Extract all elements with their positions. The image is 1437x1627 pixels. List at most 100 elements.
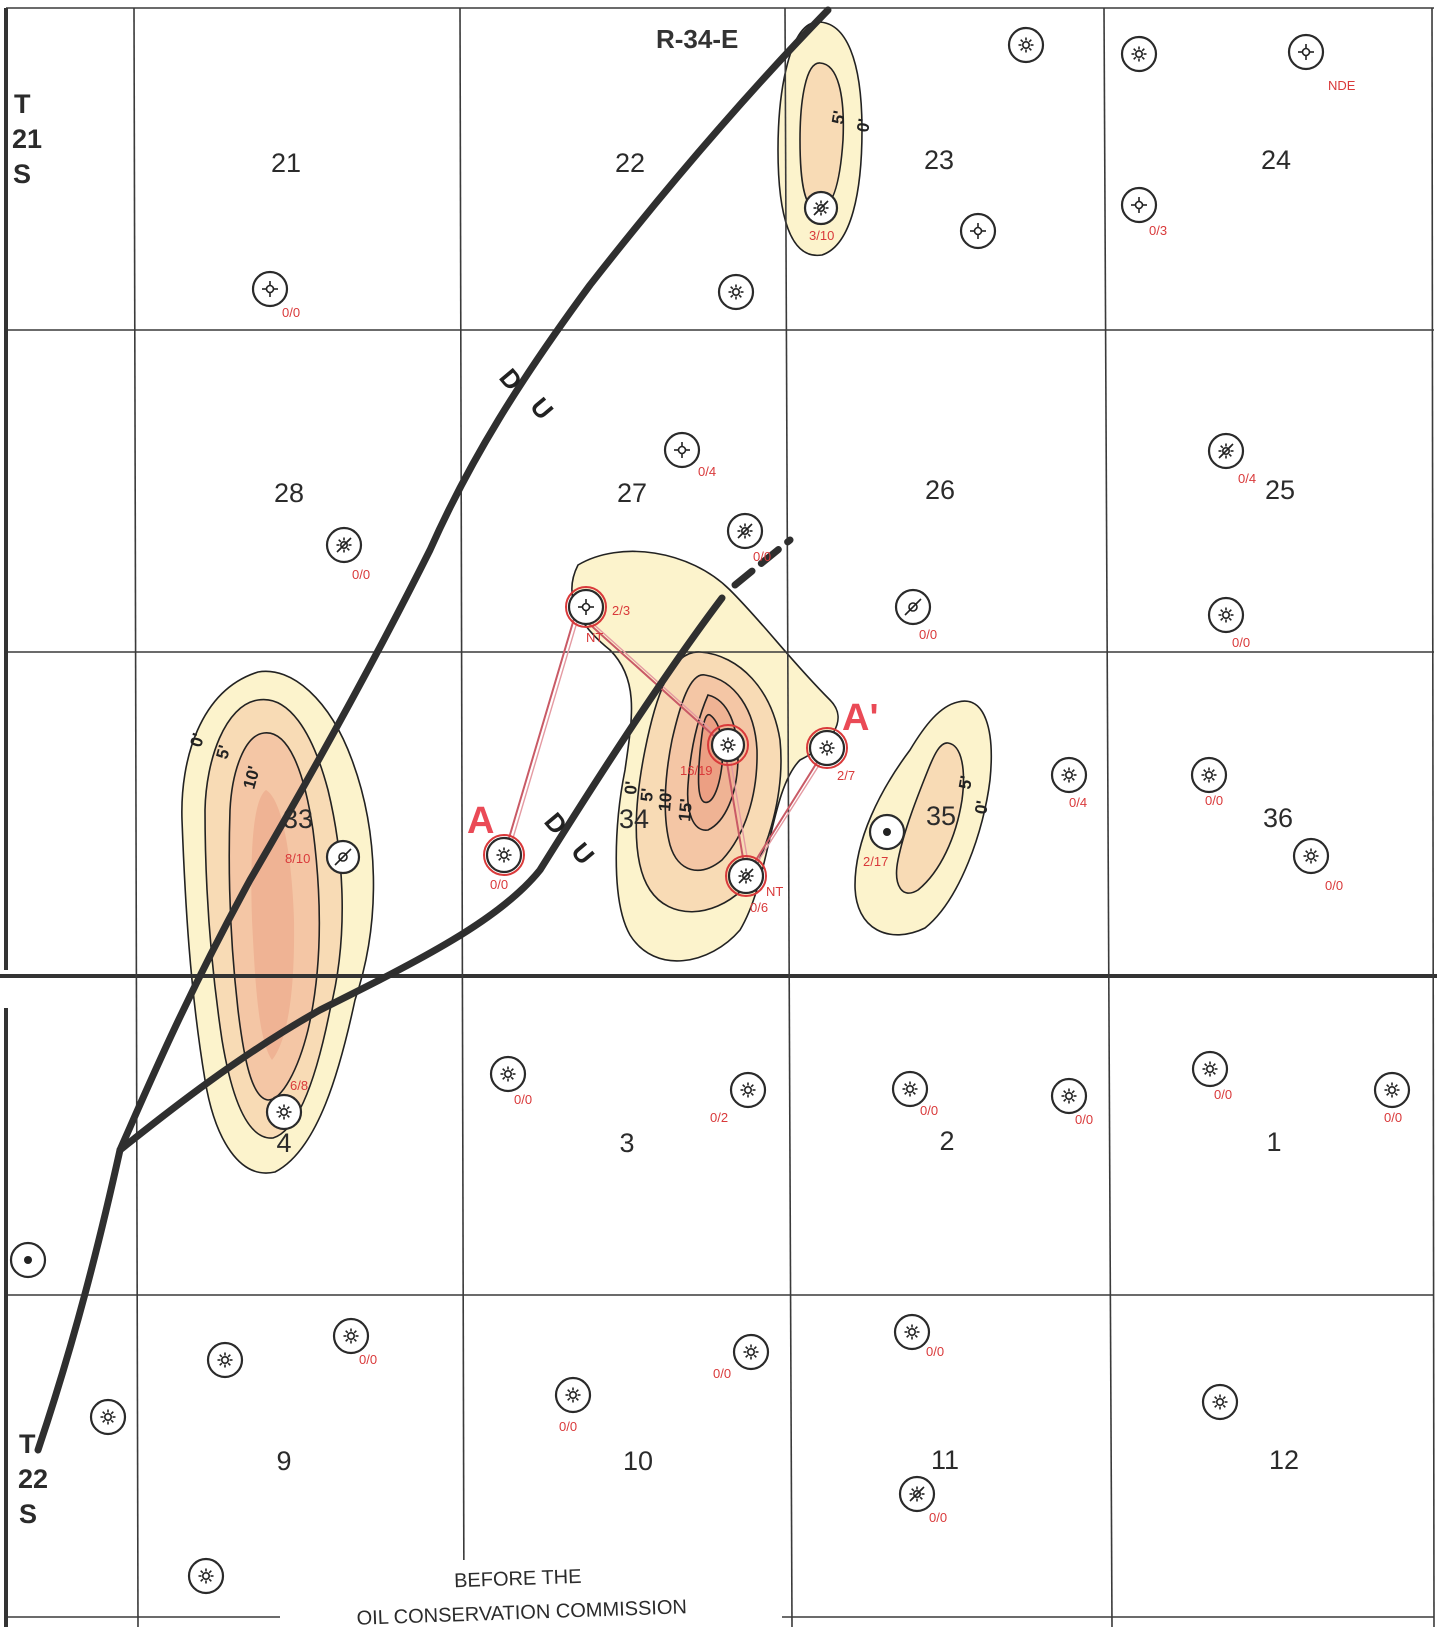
well-oil[interactable]: 2/17: [863, 813, 906, 869]
caption-line-1: BEFORE THE: [454, 1566, 582, 1592]
well-gas-oil[interactable]: 0/6: [725, 855, 768, 915]
well-gas[interactable]: 2/7: [806, 727, 855, 783]
sym-part: [102, 1411, 106, 1415]
sym-part: [227, 1354, 231, 1358]
well-gas-oil[interactable]: 0/0: [726, 512, 771, 564]
well-gas[interactable]: 0/0: [483, 834, 525, 892]
section-number: 21: [271, 148, 301, 178]
well-value-label: 0/0: [1205, 793, 1223, 808]
section-number: 33: [283, 804, 313, 834]
well-ring: [265, 1093, 303, 1131]
sym-part: [499, 850, 508, 859]
well-dry[interactable]: NDE: [1287, 33, 1356, 93]
sym-part: [737, 523, 753, 539]
contour-5-ft: [895, 742, 965, 894]
section-number: 1: [1266, 1127, 1281, 1157]
well-gas[interactable]: 0/0: [1050, 1077, 1093, 1127]
well-ring: [808, 729, 846, 767]
well-gas[interactable]: 0/0: [713, 1333, 770, 1381]
well-gas-oil[interactable]: 0/0: [325, 526, 370, 582]
sym-part: [750, 1084, 754, 1088]
well-value-label: 0/0: [1384, 1110, 1402, 1125]
sym-part: [738, 294, 742, 298]
well-gas[interactable]: 0/0: [489, 1055, 532, 1107]
sym-part: [908, 602, 918, 612]
well-value-label: 0/0: [926, 1344, 944, 1359]
sym-part: [1212, 1063, 1216, 1067]
well-dry[interactable]: 0/3: [1120, 186, 1167, 238]
well-value-label: 0/0: [1075, 1112, 1093, 1127]
well-ring: [732, 1333, 770, 1371]
sym-part: [1021, 40, 1030, 49]
well-gas[interactable]: [1120, 35, 1158, 73]
sym-part: [1394, 1092, 1398, 1096]
sym-part: [821, 742, 825, 746]
well-dry[interactable]: 2/3: [565, 586, 630, 628]
well-gas[interactable]: 0/0: [332, 1317, 377, 1367]
sym-part: [575, 1389, 579, 1393]
well-value-label: 2/7: [837, 768, 855, 783]
sym-part: [1028, 39, 1032, 43]
sym-part: [823, 210, 827, 214]
well-gas-oil[interactable]: 0/4: [1207, 432, 1256, 486]
well-gas[interactable]: 0/0: [1191, 1050, 1232, 1102]
well-gas[interactable]: 0/0: [1207, 596, 1250, 650]
well-value-label: 0/6: [750, 900, 768, 915]
sym-part: [1028, 47, 1032, 51]
well-gas-oil[interactable]: 3/10: [803, 190, 839, 243]
well-gas[interactable]: 0/0: [891, 1070, 938, 1118]
sym-part: [1228, 609, 1232, 613]
well-gas[interactable]: [1007, 26, 1045, 64]
sym-part: [498, 849, 502, 853]
well-abandoned[interactable]: 0/0: [894, 588, 937, 642]
well-oil[interactable]: [9, 1241, 47, 1279]
isopach-23: [777, 21, 863, 257]
well-gas[interactable]: 0/0: [893, 1313, 944, 1359]
well-gas[interactable]: 16/19: [680, 724, 749, 778]
well-gas[interactable]: 6/8: [265, 1078, 308, 1131]
well-ring: [663, 431, 701, 469]
sym-part: [904, 598, 922, 616]
well-value-label: 0/0: [753, 549, 771, 564]
well-dry[interactable]: 0/4: [663, 431, 716, 479]
sym-part: [219, 1362, 223, 1366]
well-gas[interactable]: 0/4: [1050, 756, 1088, 810]
well-ring: [717, 273, 755, 311]
sym-part: [738, 286, 742, 290]
sym-part: [1204, 1071, 1208, 1075]
well-gas-oil[interactable]: 0/0: [898, 1475, 947, 1525]
sym-part: [338, 852, 348, 862]
well-gas[interactable]: [717, 273, 755, 311]
sym-part: [1063, 1090, 1067, 1094]
well-gas[interactable]: [89, 1398, 127, 1436]
well-dry[interactable]: [959, 212, 997, 250]
wells: NDE 3/10 0/3 0/0 0/4 0/0 0/0 0/4 0/0 0/0 2/3 16/19 2…: [9, 26, 1411, 1595]
isopach-34: [571, 550, 839, 962]
section-number: 27: [617, 478, 647, 508]
well-gas[interactable]: 0/0: [1292, 837, 1343, 893]
township-top-s: S: [13, 159, 31, 189]
sym-part: [1063, 1098, 1067, 1102]
well-gas[interactable]: 0/2: [710, 1071, 767, 1125]
well-gas[interactable]: [187, 1557, 225, 1595]
sym-part: [567, 1389, 571, 1393]
sym-part: [1220, 609, 1224, 613]
well-gas[interactable]: [206, 1341, 244, 1379]
sym-part: [24, 1256, 32, 1264]
sym-part: [914, 1334, 918, 1338]
sym-part: [219, 1354, 223, 1358]
well-gas[interactable]: 0/0: [554, 1376, 592, 1434]
sym-part: [200, 1578, 204, 1582]
sym-part: [336, 537, 352, 553]
sym-part: [677, 445, 687, 455]
well-dry[interactable]: 0/0: [251, 270, 300, 320]
well-value-label: 3/10: [809, 228, 834, 243]
well-abandoned[interactable]: 8/10: [285, 839, 361, 875]
sym-part: [1205, 770, 1214, 779]
well-ring: [554, 1376, 592, 1414]
well-gas[interactable]: 0/0: [1373, 1071, 1411, 1125]
well-gas[interactable]: 0/0: [1190, 756, 1228, 808]
faults: [34, 6, 832, 1454]
well-gas[interactable]: [1201, 1383, 1239, 1421]
